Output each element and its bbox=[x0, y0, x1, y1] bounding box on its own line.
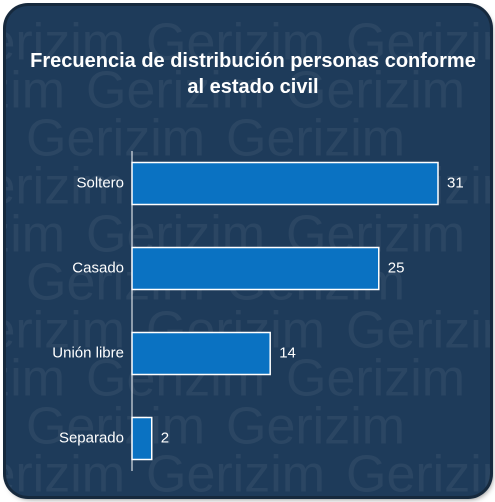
watermark: Gerizim bbox=[6, 350, 65, 408]
bar bbox=[131, 416, 153, 461]
value-label: 2 bbox=[161, 429, 169, 446]
watermark: Gerizim bbox=[86, 62, 265, 120]
watermark: Gerizim bbox=[6, 446, 125, 496]
watermark: Gerizim bbox=[6, 158, 125, 216]
watermark: Gerizim bbox=[226, 398, 405, 456]
category-label: Soltero bbox=[76, 174, 124, 191]
value-label: 25 bbox=[388, 259, 405, 276]
bar bbox=[131, 161, 439, 206]
category-label: Separado bbox=[59, 429, 124, 446]
watermark: Gerizim bbox=[286, 350, 465, 408]
watermark: Gerizim bbox=[26, 110, 205, 168]
watermark: Gerizim bbox=[6, 302, 125, 360]
watermark: Gerizim bbox=[346, 14, 490, 72]
watermark: Gerizim bbox=[346, 446, 490, 496]
watermark: Gerizim bbox=[146, 14, 325, 72]
category-label: Casado bbox=[72, 259, 124, 276]
value-label: 31 bbox=[447, 174, 464, 191]
chart-title: Frecuencia de distribución personas conf… bbox=[30, 50, 476, 98]
watermark: Gerizim bbox=[226, 110, 405, 168]
chart-panel: GerizimGerizimGerizimGerizimGerizimGeriz… bbox=[6, 6, 490, 496]
watermark: Gerizim bbox=[26, 398, 205, 456]
watermark: Gerizim bbox=[6, 62, 65, 120]
watermark: Gerizim bbox=[146, 446, 325, 496]
chart: GerizimGerizimGerizimGerizimGerizimGeriz… bbox=[6, 14, 490, 496]
category-label: Unión libre bbox=[52, 344, 124, 361]
watermark: Gerizim bbox=[286, 62, 465, 120]
watermark: Gerizim bbox=[6, 14, 125, 72]
bar bbox=[131, 246, 380, 291]
watermark: Gerizim bbox=[6, 206, 65, 264]
value-label: 14 bbox=[279, 344, 296, 361]
bar bbox=[131, 331, 271, 376]
watermark: Gerizim bbox=[346, 302, 490, 360]
